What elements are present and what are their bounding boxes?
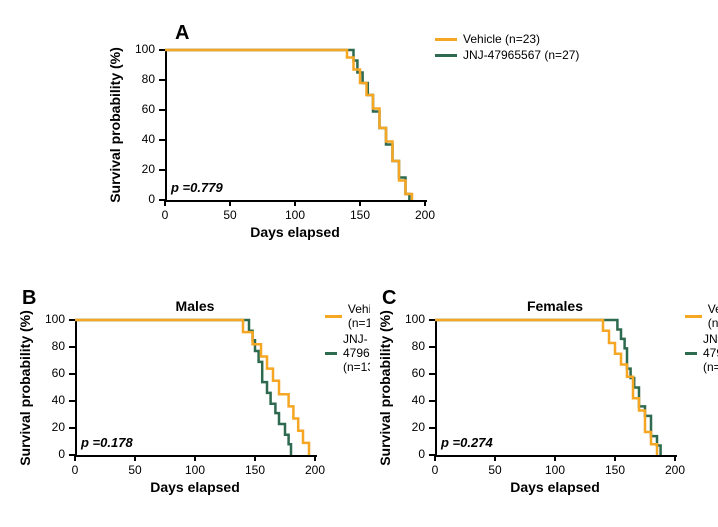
panel-c: CFemales020406080100050100150200Survival… [370,275,715,515]
survival-curves [10,275,355,515]
curve-drug [165,50,409,200]
curve-drug [75,320,291,455]
curve-vehicle [75,320,309,455]
survival-curves [370,275,715,515]
panel-a: A020406080100050100150200Survival probab… [75,10,635,245]
survival-curves [75,10,635,245]
curve-drug [435,320,661,455]
panel-b: BMales020406080100050100150200Survival p… [10,275,355,515]
curve-vehicle [165,50,412,200]
